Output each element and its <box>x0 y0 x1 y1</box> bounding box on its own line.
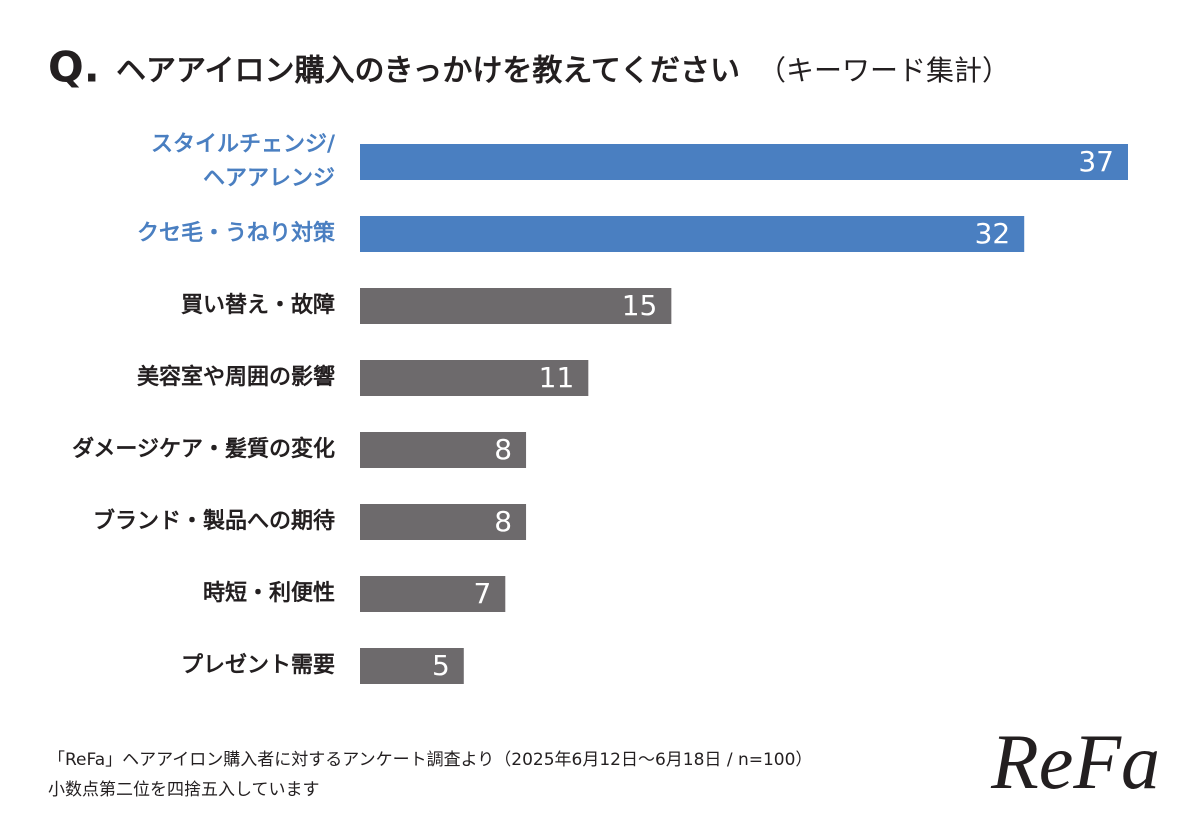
bar <box>360 216 1025 252</box>
value-label: 11 <box>539 361 575 394</box>
bar <box>360 648 464 684</box>
chart-title: ヘアアイロン購入のきっかけを教えてください <box>116 54 740 89</box>
value-label: 37 <box>1078 145 1114 178</box>
value-label: 32 <box>975 217 1011 250</box>
title-prefix: Q. <box>48 43 100 92</box>
value-label: 8 <box>494 433 512 466</box>
category-label: ダメージケア・髪質の変化 <box>72 436 335 462</box>
bar <box>360 504 527 540</box>
value-label: 15 <box>622 289 658 322</box>
category-label: クセ毛・うねり対策 <box>137 220 336 246</box>
value-label: 7 <box>473 577 491 610</box>
bar <box>360 576 506 612</box>
logo: ReFa <box>990 718 1160 805</box>
bar <box>360 288 672 324</box>
category-label: 買い替え・故障 <box>181 292 335 318</box>
value-label: 8 <box>494 505 512 538</box>
bar <box>360 144 1128 180</box>
bar <box>360 360 589 396</box>
footnote: 小数点第二位を四捨五入しています <box>48 780 320 800</box>
category-label: 美容室や周囲の影響 <box>137 364 335 390</box>
category-label: 時短・利便性 <box>203 581 335 606</box>
category-label: スタイルチェンジ/ヘアアレンジ <box>151 132 336 191</box>
value-label: 5 <box>432 649 450 682</box>
bar <box>360 432 527 468</box>
category-label: ブランド・製品への期待 <box>93 508 335 534</box>
footnote: 「ReFa」ヘアアイロン購入者に対するアンケート調査より（2025年6月12日～… <box>48 750 812 770</box>
chart-subtitle: （キーワード集計） <box>758 54 1010 87</box>
category-label: プレゼント需要 <box>181 653 335 678</box>
